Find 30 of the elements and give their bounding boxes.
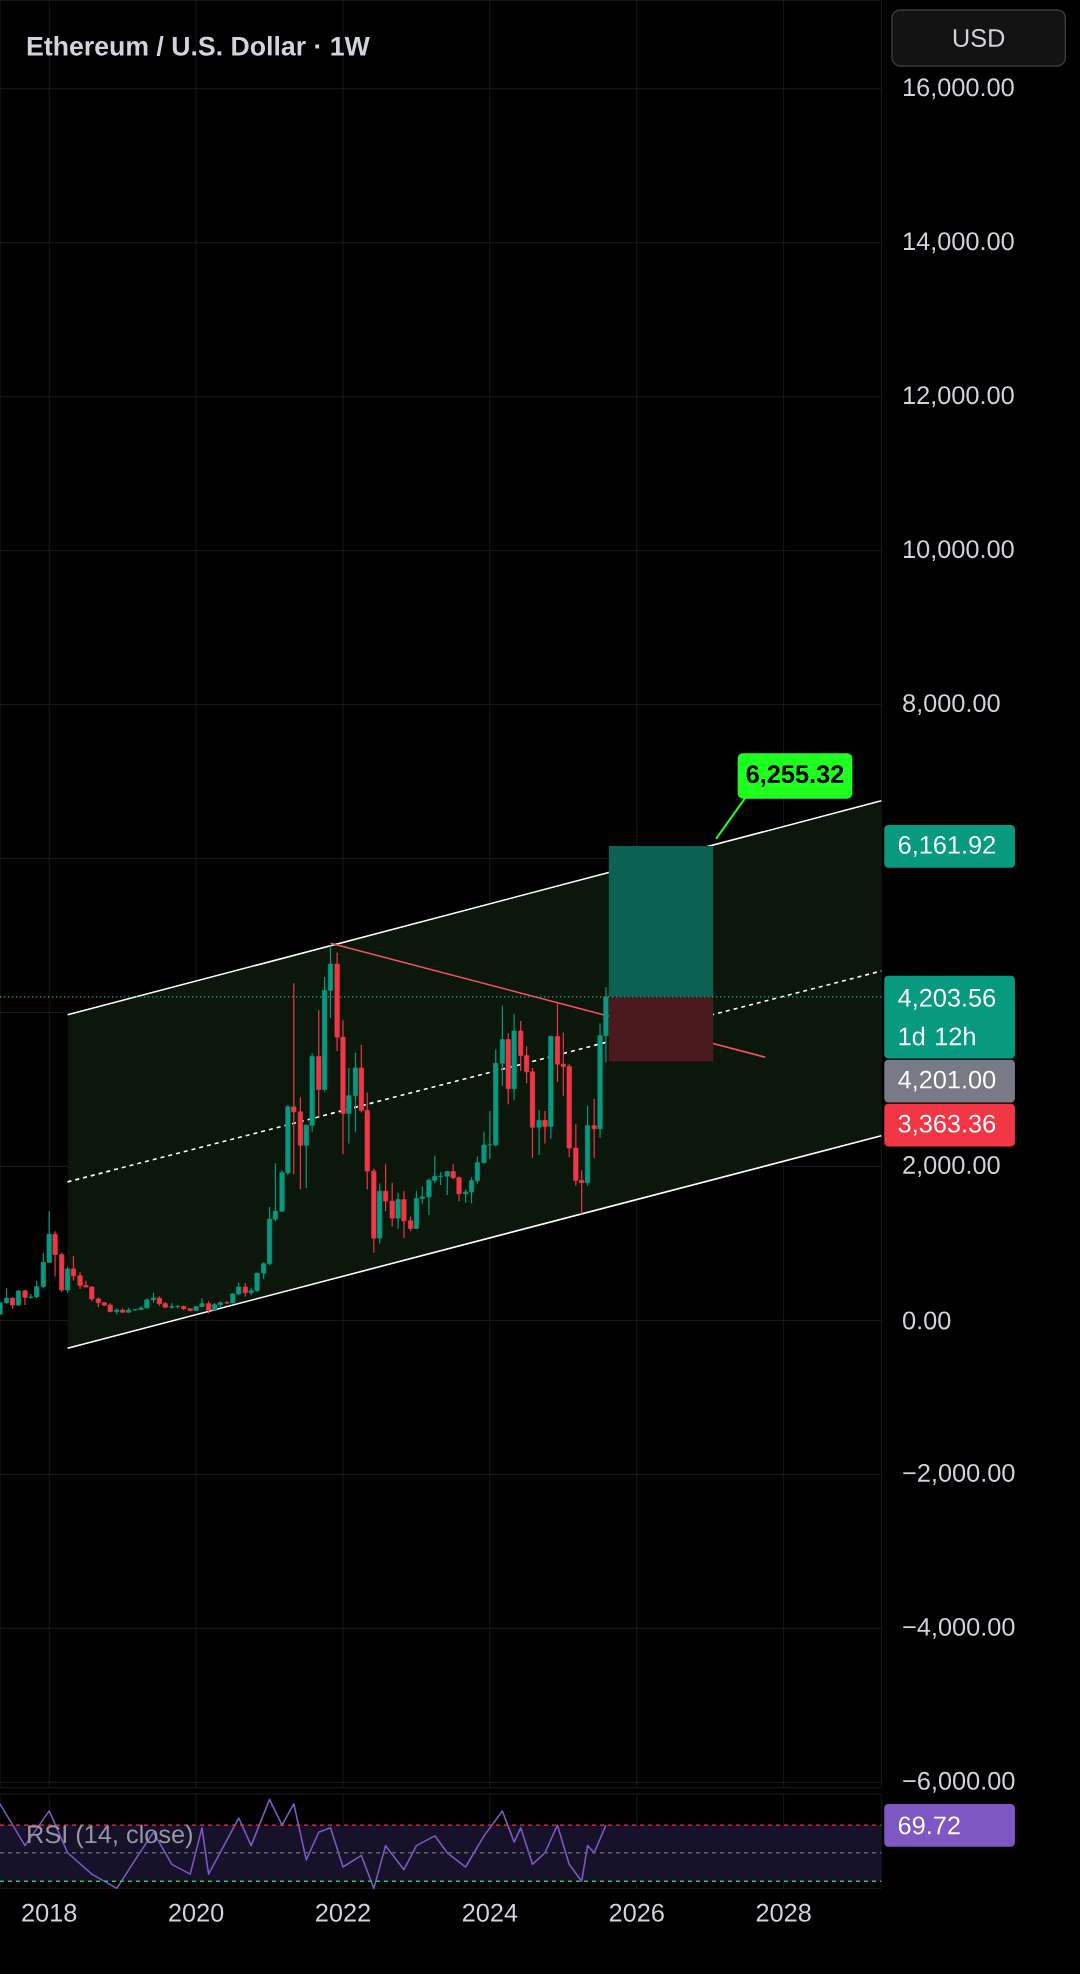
x-tick-label: 2024 [462, 1903, 518, 1922]
y-tick-label: 8,000.00 [903, 694, 1000, 716]
y-tick-label: −2,000.00 [903, 1463, 1015, 1485]
x-tick-label: 2020 [169, 1903, 224, 1922]
text: Ethereum / U.S. Dollar · 1W [27, 36, 370, 56]
text: 1d 12h [899, 1026, 975, 1046]
candlestick [65, 1265, 71, 1294]
x-tick-label: 2022 [316, 1903, 370, 1922]
candlestick [591, 1098, 597, 1159]
text: 6,161.92 [898, 835, 995, 857]
text: 4,203.56 [898, 988, 996, 1010]
x-tick-label: 2028 [756, 1903, 811, 1922]
annotation: 6,255.32 [746, 765, 844, 787]
x-tick-label: 2018 [22, 1903, 77, 1922]
text: USD [953, 29, 1005, 47]
x-tick-label: 2026 [609, 1903, 664, 1922]
y-tick-label: −4,000.00 [903, 1617, 1015, 1639]
y-tick-label: 12,000.00 [903, 386, 1014, 408]
candlestick [395, 1192, 401, 1230]
y-tick-label: 2,000.00 [903, 1156, 1000, 1177]
text: 69.72 [898, 1816, 960, 1835]
y-tick-label: 0.00 [903, 1311, 951, 1330]
y-tick-label: 14,000.00 [903, 232, 1014, 254]
candlestick [536, 1109, 542, 1156]
y-tick-label: 16,000.00 [903, 78, 1014, 100]
text: 4,201.00 [898, 1070, 996, 1092]
y-tick-label: 10,000.00 [903, 540, 1014, 562]
candlestick [542, 1110, 548, 1144]
text: 3,363.36 [898, 1114, 996, 1136]
y-tick-label: −6,000.00 [903, 1771, 1015, 1793]
